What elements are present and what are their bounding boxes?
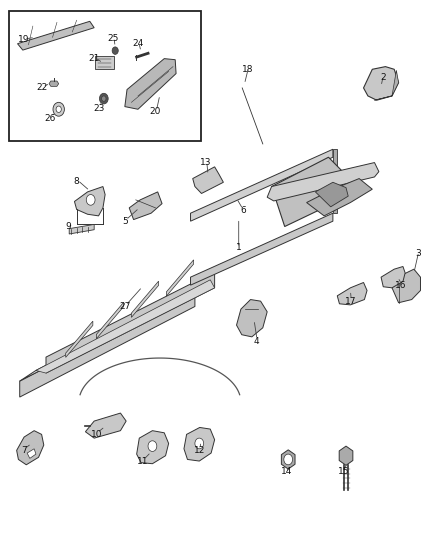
Polygon shape — [129, 192, 162, 220]
Text: 6: 6 — [240, 206, 246, 215]
Polygon shape — [166, 260, 194, 296]
Polygon shape — [381, 266, 405, 288]
Polygon shape — [237, 300, 267, 337]
Text: 16: 16 — [395, 281, 406, 289]
Circle shape — [102, 96, 106, 101]
Text: 5: 5 — [122, 217, 128, 225]
Polygon shape — [392, 269, 420, 303]
Polygon shape — [184, 427, 215, 461]
Bar — [9, 11, 201, 141]
Polygon shape — [191, 149, 333, 221]
Polygon shape — [36, 280, 215, 373]
Polygon shape — [137, 431, 169, 464]
Polygon shape — [267, 163, 379, 201]
Polygon shape — [17, 431, 44, 465]
Polygon shape — [374, 70, 399, 100]
Polygon shape — [193, 167, 223, 193]
Circle shape — [112, 47, 118, 54]
Text: 20: 20 — [150, 108, 161, 116]
Circle shape — [53, 102, 64, 116]
Text: 23: 23 — [93, 104, 104, 112]
Circle shape — [56, 106, 61, 112]
Text: 14: 14 — [281, 467, 293, 476]
Text: 25: 25 — [107, 34, 119, 43]
Polygon shape — [315, 182, 348, 207]
Polygon shape — [74, 187, 105, 216]
Text: 8: 8 — [74, 177, 80, 185]
Text: 18: 18 — [242, 65, 253, 74]
Polygon shape — [46, 272, 215, 373]
Text: 10: 10 — [91, 430, 102, 439]
Polygon shape — [131, 281, 159, 317]
Polygon shape — [20, 280, 210, 381]
Polygon shape — [333, 149, 337, 213]
Text: 15: 15 — [338, 467, 350, 476]
Polygon shape — [125, 59, 176, 109]
Text: 2: 2 — [381, 73, 386, 82]
Text: 13: 13 — [200, 158, 212, 167]
Text: 4: 4 — [254, 337, 259, 345]
Polygon shape — [27, 449, 36, 458]
Circle shape — [284, 454, 293, 465]
Circle shape — [148, 441, 157, 451]
Polygon shape — [18, 21, 94, 50]
Text: 7: 7 — [21, 446, 27, 455]
Polygon shape — [191, 213, 333, 285]
Polygon shape — [307, 179, 372, 216]
Text: 19: 19 — [18, 36, 30, 44]
Polygon shape — [95, 56, 114, 69]
Polygon shape — [272, 157, 350, 227]
Polygon shape — [66, 321, 93, 357]
Text: 24: 24 — [132, 39, 144, 48]
Text: 9: 9 — [65, 222, 71, 231]
Polygon shape — [281, 450, 295, 469]
Text: 26: 26 — [45, 114, 56, 123]
Polygon shape — [20, 290, 195, 397]
Polygon shape — [49, 81, 59, 86]
Polygon shape — [69, 224, 94, 234]
Polygon shape — [85, 413, 126, 438]
Polygon shape — [337, 282, 367, 305]
Text: 27: 27 — [119, 302, 131, 311]
Polygon shape — [364, 67, 399, 100]
Polygon shape — [96, 303, 124, 339]
Text: 17: 17 — [345, 297, 356, 305]
Text: 1: 1 — [236, 244, 242, 252]
Text: 22: 22 — [36, 83, 47, 92]
Text: 3: 3 — [415, 249, 421, 257]
Text: 11: 11 — [137, 457, 148, 465]
Circle shape — [195, 438, 204, 449]
Circle shape — [86, 195, 95, 205]
Text: 12: 12 — [194, 446, 205, 455]
Text: 21: 21 — [88, 54, 100, 63]
Polygon shape — [339, 446, 353, 465]
Circle shape — [99, 93, 108, 104]
